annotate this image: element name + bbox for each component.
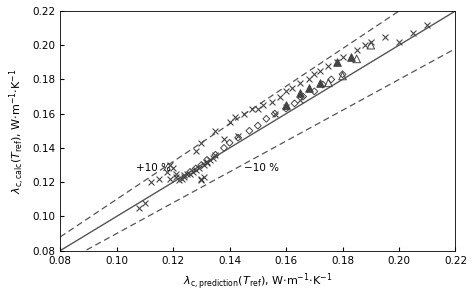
Point	[166, 163, 174, 167]
Point	[296, 97, 304, 102]
Point	[164, 170, 171, 174]
Point	[192, 166, 200, 171]
Point	[254, 123, 262, 128]
Point	[296, 80, 304, 85]
Point	[226, 120, 233, 125]
Point	[299, 94, 307, 99]
Point	[271, 111, 279, 116]
Point	[305, 77, 312, 82]
Point	[240, 111, 247, 116]
Point	[248, 106, 256, 111]
Point	[169, 166, 177, 171]
X-axis label: $\lambda_{\rm c,prediction}$($T_{\rm ref}$), W$\cdot$m$^{-1}$$\cdot$K$^{-1}$: $\lambda_{\rm c,prediction}$($T_{\rm ref…	[183, 271, 333, 292]
Point	[141, 200, 149, 205]
Point	[395, 39, 403, 44]
Point	[195, 166, 202, 171]
Point	[147, 180, 155, 184]
Point	[288, 86, 295, 90]
Point	[291, 101, 298, 106]
Point	[181, 175, 188, 179]
Point	[206, 158, 214, 162]
Point	[203, 158, 211, 162]
Point	[136, 205, 143, 210]
Point	[189, 170, 197, 174]
Y-axis label: $\lambda_{\rm c,calc}$($T_{\rm ref}$), W$\cdot$m$^{-1}$$\cdot$K$^{-1}$: $\lambda_{\rm c,calc}$($T_{\rm ref}$), W…	[7, 68, 27, 194]
Point	[198, 163, 205, 167]
Point	[268, 99, 276, 104]
Point	[260, 103, 267, 108]
Point	[339, 72, 346, 77]
Point	[155, 176, 163, 181]
Point	[192, 149, 200, 154]
Point	[271, 111, 279, 116]
Point	[220, 137, 228, 142]
Point	[316, 68, 324, 73]
Point	[234, 134, 242, 138]
Point	[175, 178, 182, 183]
Point	[203, 159, 211, 164]
Point	[310, 72, 318, 77]
Point	[325, 63, 332, 68]
Point	[201, 175, 208, 179]
Point	[263, 116, 270, 121]
Point	[220, 146, 228, 150]
Point	[246, 128, 253, 133]
Point	[316, 80, 324, 85]
Text: +10 %: +10 %	[137, 164, 171, 173]
Point	[212, 152, 219, 157]
Point	[339, 74, 346, 78]
Point	[423, 22, 431, 27]
Point	[381, 34, 389, 39]
Point	[231, 115, 239, 120]
Point	[325, 80, 332, 85]
Point	[361, 43, 369, 48]
Point	[203, 161, 211, 166]
Point	[198, 178, 205, 183]
Point	[254, 106, 262, 111]
Point	[283, 106, 290, 111]
Point	[181, 173, 188, 178]
Point	[198, 141, 205, 145]
Point	[305, 86, 312, 90]
Point	[212, 152, 219, 157]
Point	[339, 55, 346, 60]
Point	[283, 103, 290, 108]
Point	[367, 43, 374, 48]
Point	[296, 91, 304, 95]
Point	[183, 171, 191, 176]
Point	[172, 171, 180, 176]
Text: −10 %: −10 %	[244, 164, 279, 173]
Point	[234, 135, 242, 140]
Point	[209, 156, 217, 161]
Point	[277, 94, 284, 99]
Point	[319, 82, 327, 87]
Point	[172, 175, 180, 179]
Point	[192, 168, 200, 173]
Point	[186, 170, 194, 174]
Point	[310, 89, 318, 94]
Point	[283, 89, 290, 94]
Point	[333, 60, 341, 65]
Point	[178, 176, 185, 181]
Point	[166, 176, 174, 181]
Point	[333, 60, 341, 65]
Point	[226, 141, 233, 145]
Point	[347, 55, 355, 60]
Point	[186, 171, 194, 176]
Point	[353, 48, 360, 53]
Point	[410, 31, 417, 36]
Point	[353, 57, 360, 61]
Point	[367, 39, 374, 44]
Point	[201, 163, 208, 167]
Point	[212, 128, 219, 133]
Point	[198, 176, 205, 181]
Point	[328, 77, 335, 82]
Point	[283, 104, 290, 109]
